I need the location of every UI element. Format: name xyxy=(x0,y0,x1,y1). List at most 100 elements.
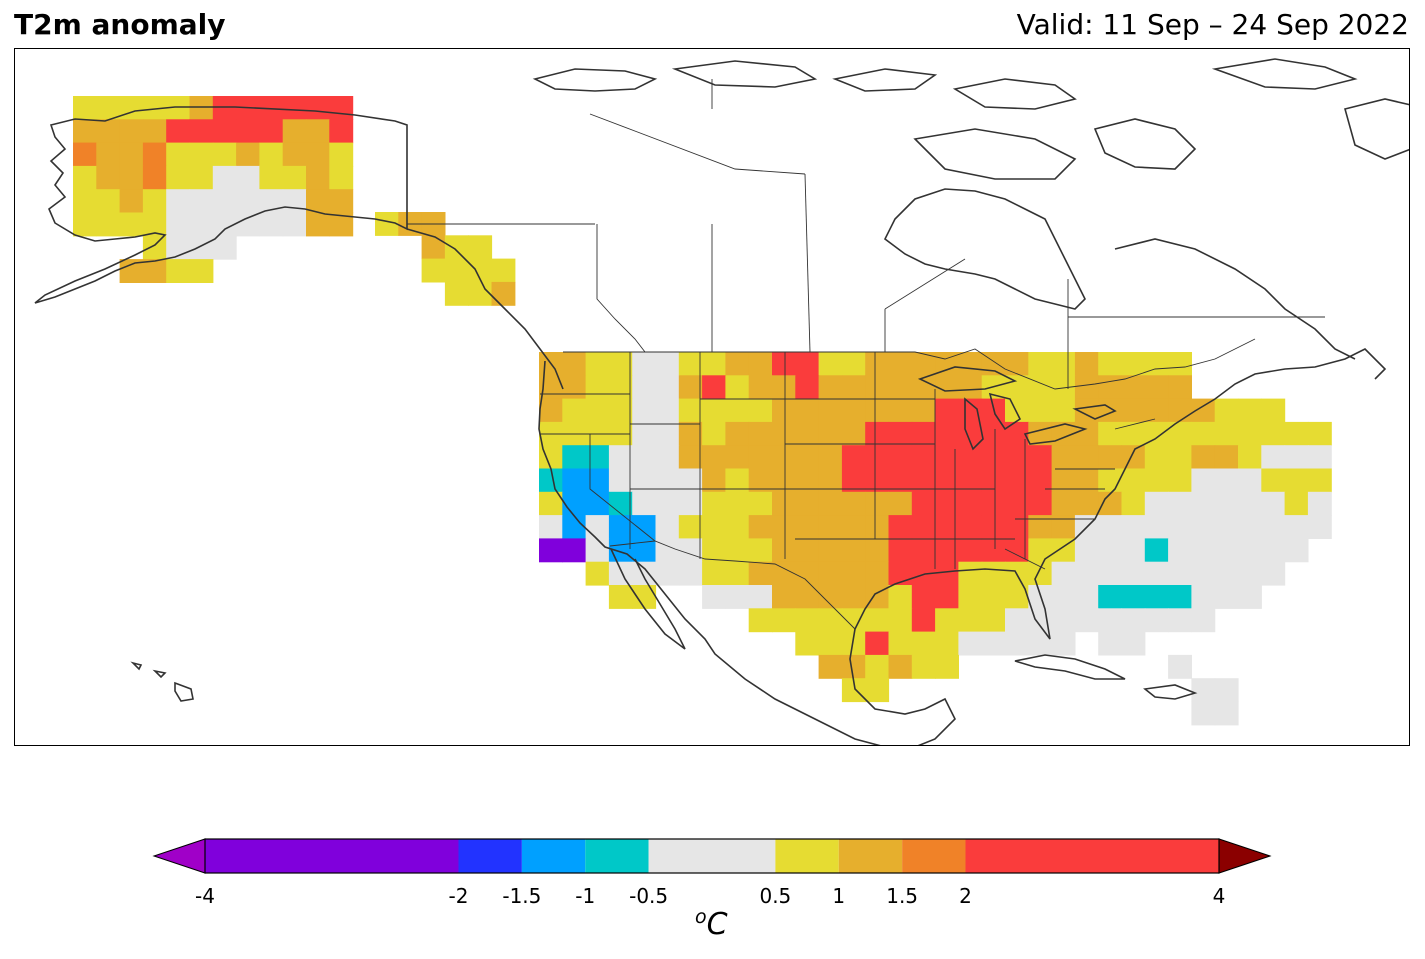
anomaly-cell xyxy=(259,142,284,167)
anomaly-cell xyxy=(841,515,866,539)
anomaly-cell xyxy=(865,538,890,563)
anomaly-cell xyxy=(702,491,726,516)
anomaly-cell xyxy=(282,142,307,167)
colorbar-bin-1 xyxy=(458,839,522,873)
colorbar-tick-6: 1 xyxy=(832,884,846,908)
anomaly-cell xyxy=(189,119,214,144)
anomaly-cell xyxy=(1028,538,1053,563)
anomaly-cell xyxy=(1121,561,1146,586)
anomaly-cell xyxy=(1121,631,1146,656)
colorbar xyxy=(152,838,1272,874)
anomaly-cell xyxy=(795,352,820,376)
colorbar-tick-4: -0.5 xyxy=(629,884,669,908)
anomaly-cell xyxy=(142,259,167,283)
anomaly-cell xyxy=(166,142,191,167)
anomaly-cell xyxy=(935,375,959,400)
anomaly-cell xyxy=(702,468,726,493)
anomaly-cell xyxy=(329,96,354,120)
anomaly-cell xyxy=(1284,421,1309,446)
anomaly-cell xyxy=(702,445,726,470)
anomaly-cell xyxy=(585,538,610,563)
anomaly-cell xyxy=(795,561,820,586)
anomaly-cell xyxy=(259,96,284,120)
anomaly-cell xyxy=(166,259,191,283)
anomaly-cell xyxy=(585,468,610,493)
anomaly-cell xyxy=(888,375,913,400)
anomaly-cell xyxy=(888,352,913,376)
anomaly-cell xyxy=(1191,561,1216,586)
colorbar-under-arrow xyxy=(152,838,206,874)
anomaly-cell xyxy=(306,119,330,144)
anomaly-cell xyxy=(678,352,703,376)
anomaly-cell xyxy=(1051,561,1076,586)
anomaly-cell xyxy=(1238,538,1262,563)
anomaly-cell xyxy=(632,352,657,376)
anomaly-cell xyxy=(73,212,97,237)
anomaly-cell xyxy=(841,491,866,516)
anomaly-cell xyxy=(678,375,703,400)
anomaly-cell xyxy=(818,352,843,376)
anomaly-cell xyxy=(142,189,167,214)
anomaly-cell xyxy=(1051,491,1076,516)
anomaly-cell xyxy=(1214,561,1239,586)
anomaly-cell xyxy=(841,352,866,376)
anomaly-cell xyxy=(1051,515,1076,539)
anomaly-cell xyxy=(1214,468,1239,493)
anomaly-cell xyxy=(212,119,237,144)
colorbar-tick-9: 4 xyxy=(1212,884,1226,908)
anomaly-cell xyxy=(1307,445,1332,470)
anomaly-cell xyxy=(888,398,913,423)
anomaly-cell xyxy=(772,375,796,400)
anomaly-cell xyxy=(795,375,820,400)
anomaly-cell xyxy=(795,491,820,516)
anomaly-cell xyxy=(444,281,469,306)
anomaly-cell xyxy=(1168,398,1192,423)
anomaly-cell xyxy=(1238,421,1262,446)
anomaly-cell xyxy=(865,445,890,470)
anomaly-cell xyxy=(1098,561,1123,586)
anomaly-cell xyxy=(1074,445,1099,470)
anomaly-cell xyxy=(748,608,773,633)
anomaly-cell xyxy=(841,654,866,679)
anomaly-cell xyxy=(1051,468,1076,493)
anomaly-cell xyxy=(1028,352,1053,376)
anomaly-cell xyxy=(655,561,680,586)
anomaly-cell xyxy=(632,398,657,423)
anomaly-cell xyxy=(73,119,97,144)
anomaly-cell xyxy=(1005,398,1029,423)
anomaly-cell xyxy=(608,515,633,539)
anomaly-cell xyxy=(608,398,633,423)
anomaly-cell xyxy=(795,468,820,493)
anomaly-cell xyxy=(236,142,260,167)
anomaly-cell xyxy=(1168,421,1192,446)
anomaly-cell xyxy=(608,375,633,400)
anomaly-cell xyxy=(935,608,959,633)
anomaly-cell xyxy=(329,212,354,237)
anomaly-cell xyxy=(1191,678,1216,703)
anomaly-cell xyxy=(1074,608,1099,633)
anomaly-cell xyxy=(795,631,820,656)
anomaly-cell xyxy=(73,189,97,214)
anomaly-cell xyxy=(748,421,773,446)
anomaly-cell xyxy=(1098,608,1123,633)
anomaly-cell xyxy=(1144,398,1169,423)
anomaly-cell xyxy=(236,165,260,190)
colorbar-tick-3: -1 xyxy=(575,884,596,908)
anomaly-cell xyxy=(632,491,657,516)
colorbar-bin-6 xyxy=(838,839,903,873)
anomaly-cell xyxy=(795,421,820,446)
anomaly-cell xyxy=(189,165,214,190)
anomaly-cell xyxy=(1307,421,1332,446)
anomaly-cell xyxy=(468,258,493,283)
anomaly-cell xyxy=(888,491,913,516)
anomaly-cell xyxy=(935,585,959,609)
anomaly-cell xyxy=(678,538,703,563)
anomaly-cell xyxy=(421,258,446,283)
anomaly-cell xyxy=(911,375,936,400)
anomaly-cell xyxy=(1121,608,1146,633)
anomaly-cell xyxy=(539,375,563,400)
anomaly-cell xyxy=(655,515,680,539)
anomaly-cell xyxy=(96,212,121,237)
anomaly-cell xyxy=(958,491,983,516)
anomaly-cell xyxy=(212,96,237,120)
